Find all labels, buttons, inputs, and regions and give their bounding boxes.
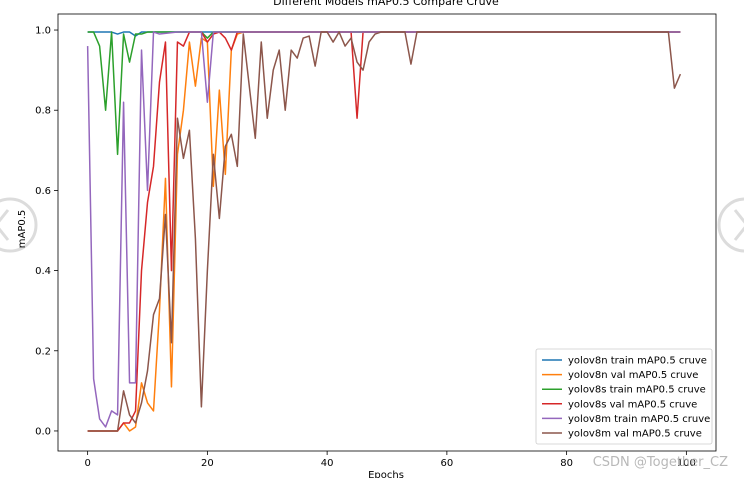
legend-entry-0: yolov8n train mAP0.5 cruve: [568, 356, 707, 367]
series-line-5: [87, 31, 682, 432]
watermark-circle-right-icon: [717, 197, 744, 253]
x-tick-label: 40: [321, 458, 334, 469]
x-tick-label: 20: [201, 458, 214, 469]
watermark-chevron-right-icon: [733, 209, 744, 241]
legend-entry-2: yolov8s train mAP0.5 cruve: [568, 385, 706, 396]
y-axis-label: mAP0.5: [17, 210, 28, 249]
watermark-chevron-left-icon: [0, 209, 10, 241]
legend-entry-4: yolov8m train mAP0.5 cruve: [568, 414, 710, 425]
y-tick-label: 0.6: [35, 186, 51, 197]
y-tick-label: 0.0: [35, 426, 51, 437]
y-tick-label: 0.2: [35, 346, 51, 357]
legend-entry-5: yolov8m val mAP0.5 cruve: [568, 429, 702, 440]
x-tick-label: 60: [441, 458, 454, 469]
series-lines: [86, 31, 682, 432]
y-tick-label: 0.4: [35, 266, 51, 277]
y-tick-label: 0.8: [35, 106, 51, 117]
y-tick-label: 1.0: [35, 26, 51, 37]
axes: [57, 13, 717, 452]
legend-entry-1: yolov8n val mAP0.5 cruve: [568, 370, 698, 381]
x-tick-label: 100: [677, 458, 696, 469]
x-tick-label: 0: [84, 458, 90, 469]
series-line-2: [87, 31, 681, 156]
legend: yolov8n train mAP0.5 cruve yolov8n val mA…: [535, 348, 713, 445]
plot-frame: [57, 13, 717, 452]
watermark-circle-left-icon: [0, 197, 38, 253]
series-line-4: [86, 31, 681, 428]
legend-entry-3: yolov8s val mAP0.5 cruve: [568, 399, 697, 410]
x-tick-label: 80: [560, 458, 573, 469]
watermark-circles: [0, 197, 744, 253]
ticks: 0 20 40 60 80 100 0.0 0.2 0.4 0.6 0.8 1.0: [35, 26, 696, 469]
x-axis-label: Epochs: [368, 470, 404, 478]
chart-title: Different Models mAP0.5 Compare Cruve: [273, 0, 499, 8]
watermark-text: CSDN @Together_CZ: [593, 455, 728, 470]
legend-box: [535, 348, 713, 445]
